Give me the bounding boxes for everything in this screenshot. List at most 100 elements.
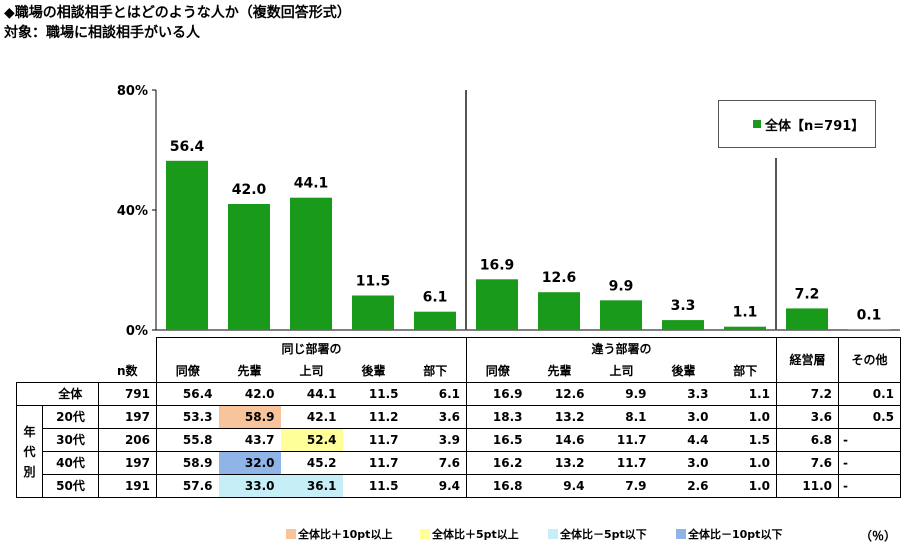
- legend-swatch-icon: [420, 529, 430, 539]
- table-cell: 11.5: [342, 474, 405, 498]
- bar-value-label: 0.1: [857, 308, 882, 324]
- table-cell: 0.1: [838, 382, 901, 406]
- table-cell: 1.0: [714, 405, 777, 429]
- table-cell: 36.1: [280, 474, 343, 498]
- table-cell: 13.2: [528, 451, 591, 475]
- n-count-header: n数: [116, 364, 138, 378]
- highlight-legend-label: 全体比＋5pt以上: [432, 528, 519, 541]
- table-cell: -: [838, 451, 901, 475]
- table-row: 40代 197 58.9 32.0 45.2 11.7 7.6 16.2 13.2 11.7 3.0…: [17, 451, 901, 475]
- highlight-legend-item: 全体比＋5pt以上: [420, 526, 519, 542]
- bar-value-label: 1.1: [733, 305, 758, 321]
- table-cell: 11.5: [342, 382, 405, 406]
- bar-value-label: 7.2: [795, 286, 820, 302]
- group-header-diff-dept: 違う部署の: [466, 337, 777, 360]
- legend-swatch-icon: [286, 529, 296, 539]
- table-cell: 55.8: [156, 428, 219, 452]
- bar-value-label: 12.6: [542, 270, 577, 286]
- legend-swatch-icon: [753, 120, 761, 128]
- table-cell: 42.1: [280, 405, 343, 429]
- table-cell: 16.5: [466, 428, 529, 452]
- col-header-other: その他: [838, 337, 901, 383]
- table-cell: 32.0: [218, 451, 281, 475]
- table-cell: 43.7: [218, 428, 281, 452]
- table-cell: -: [838, 428, 901, 452]
- bar-value-label: 11.5: [356, 274, 391, 290]
- legend-label: 全体【n=791】: [765, 119, 865, 134]
- table-cell: 7.6: [404, 451, 467, 475]
- table-row: 全体 791 56.4 42.0 44.1 11.5 6.1 16.9 12.6 9.9 3.3 1.…: [16, 382, 901, 406]
- table-cell: 16.2: [466, 451, 529, 475]
- table-cell: 11.7: [590, 451, 653, 475]
- table-cell: 11.7: [590, 428, 653, 452]
- table-cell: 14.6: [528, 428, 591, 452]
- row-label: 全体: [42, 382, 99, 406]
- y-tick-label: 40%: [117, 204, 148, 219]
- table-row: 30代 206 55.8 43.7 52.4 11.7 3.9 16.5 14.6 11.7 4.4…: [17, 428, 901, 452]
- table-cell: 3.0: [652, 405, 715, 429]
- bar: [414, 311, 456, 330]
- unit-label: （％）: [860, 529, 897, 543]
- table-cell: 3.6: [404, 405, 467, 429]
- table-cell: 1.1: [714, 382, 777, 406]
- table-cell: 12.6: [528, 382, 591, 406]
- row-label: 30代: [42, 428, 99, 452]
- row-n-count: 197: [98, 451, 157, 475]
- chart-title: ◆職場の相談相手とはどのような人か（複数回答形式）: [4, 5, 351, 21]
- row-label: 20代: [42, 405, 99, 429]
- bar-value-label: 3.3: [671, 298, 696, 314]
- age-group-char: 年: [23, 424, 36, 439]
- bar-value-label: 44.1: [294, 176, 329, 192]
- col-header-management: 経営層: [776, 337, 839, 383]
- col-header: 上司: [280, 360, 343, 383]
- bar: [228, 204, 270, 330]
- table-subheader-row: n数 同僚 先輩 上司 後輩 部下 同僚 先輩 上司 後輩 部下: [17, 360, 901, 383]
- table-cell: 3.9: [404, 428, 467, 452]
- table-cell: 58.9: [218, 405, 281, 429]
- table-cell: 11.0: [776, 474, 839, 498]
- bar: [166, 160, 208, 330]
- table-cell: 4.4: [652, 428, 715, 452]
- table-cell: 0.5: [838, 405, 901, 429]
- data-table: 同じ部署の 違う部署の 経営層 その他 n数 同僚 先輩 上司 後輩 部下 同僚 先輩 上司 後輩 部下 全体…: [16, 337, 901, 498]
- age-group-label: 年代別: [16, 405, 43, 498]
- bar-value-label: 16.9: [480, 257, 515, 273]
- table-cell: 3.6: [776, 405, 839, 429]
- table-cell: 57.6: [156, 474, 219, 498]
- table-cell: 53.3: [156, 405, 219, 429]
- row-n-count: 191: [98, 474, 157, 498]
- highlight-legend-label: 全体比－10pt以下: [688, 528, 783, 541]
- col-header: 先輩: [528, 360, 591, 383]
- row-group-blank: [16, 382, 43, 406]
- y-tick-label: 80%: [117, 84, 148, 99]
- table-cell: 16.9: [466, 382, 529, 406]
- chart-legend: 全体【n=791】: [718, 100, 876, 148]
- bar-value-label: 56.4: [170, 139, 205, 155]
- table-cell: 1.0: [714, 474, 777, 498]
- table-cell: 45.2: [280, 451, 343, 475]
- table-cell: 6.8: [776, 428, 839, 452]
- col-header: 部下: [714, 360, 777, 383]
- table-cell: 33.0: [218, 474, 281, 498]
- table-cell: 2.6: [652, 474, 715, 498]
- table-cell: 1.0: [714, 451, 777, 475]
- chart-subtitle: 対象：職場に相談相手がいる人: [4, 25, 200, 41]
- table-row: 年代別 20代 197 53.3 58.9 42.1 11.2 3.6 18.3 13.2 8.1 3…: [16, 405, 901, 498]
- table-cell: 3.0: [652, 451, 715, 475]
- table-cell: -: [838, 474, 901, 498]
- row-label: 40代: [42, 451, 99, 475]
- highlight-legend-label: 全体比－5pt以下: [560, 528, 647, 541]
- bar: [662, 320, 704, 330]
- table-cell: 7.6: [776, 451, 839, 475]
- table-cell: 11.2: [342, 405, 405, 429]
- bar-value-label: 9.9: [609, 278, 634, 294]
- highlight-legend-label: 全体比＋10pt以上: [298, 528, 393, 541]
- bar: [724, 326, 766, 330]
- table-cell: 42.0: [218, 382, 281, 406]
- legend-swatch-icon: [548, 529, 558, 539]
- bar: [600, 300, 642, 330]
- col-header: 後輩: [342, 360, 405, 383]
- col-header: 上司: [590, 360, 653, 383]
- highlight-legend-item: 全体比－5pt以下: [548, 526, 647, 542]
